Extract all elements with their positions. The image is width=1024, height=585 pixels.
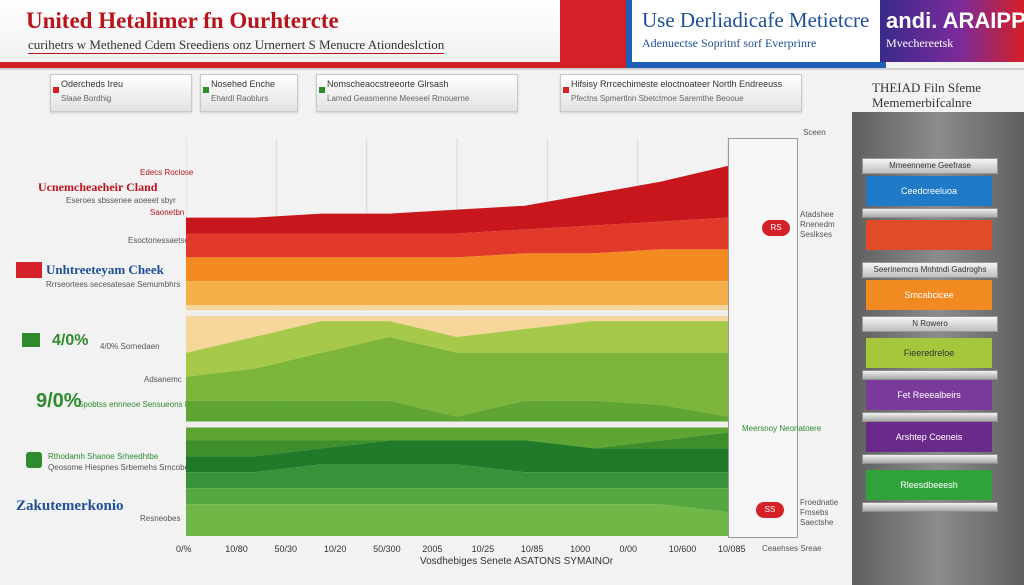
corner-label: Ceaehses Sreae (762, 544, 822, 553)
x-tick-label: 10/085 (718, 544, 746, 554)
left-label: Rthodamh Shanoe Srheedhtbe (48, 452, 159, 461)
stacked-area-chart (186, 138, 728, 536)
left-label: Esoctonessaetsee (128, 236, 194, 245)
tower-block-red[interactable] (866, 220, 992, 250)
page-title: United Hetalimer fn Ourhtercte (26, 8, 339, 33)
page-subtitle: curihetrs w Methened Cdem Sreediens onz … (28, 37, 445, 54)
left-label: Edecs Roclose (140, 168, 194, 177)
area-band (186, 440, 728, 473)
info-chip-title: Nosehed Enche (211, 79, 276, 89)
green-flag-icon (22, 333, 40, 347)
tower-cap: Seerinemcrs Mnhtndi Gadroghs (862, 262, 998, 278)
tower-block-green[interactable]: Rleesdbeeesh (866, 470, 992, 500)
area-band (186, 488, 728, 513)
tower-ring (862, 502, 998, 512)
tower-block-blue[interactable]: Ceedcreeluoa (866, 176, 992, 206)
x-tick-label: 1000 (570, 544, 591, 554)
header-divider (0, 68, 1024, 70)
area-band (186, 432, 728, 457)
highlight-box (728, 138, 798, 538)
header-middle: Use Derliadicafe Metietcre Adenuectse So… (626, 0, 886, 68)
tower-block-lime[interactable]: Fieeredreloe (866, 338, 992, 368)
left-label: Saonetbn (150, 208, 185, 217)
area-band (186, 249, 728, 282)
tower-ring (862, 208, 998, 218)
left-label-heading: Zakutemerkonio (16, 498, 124, 514)
bullet-icon (319, 87, 325, 93)
x-tick-label: 10/80 (225, 544, 248, 554)
x-tick-label: 50/300 (373, 544, 401, 554)
left-label: Rrrseortees secesatesae Semumbhrs (46, 280, 181, 289)
tower-cap: N Rowero (862, 316, 998, 332)
x-tick-label: 0/00 (619, 544, 637, 554)
header-right-title: andi. ARAIPPE (886, 8, 1024, 33)
flag-icon (16, 262, 42, 278)
left-label: Spobtss ennneoe Sensueons Nerhy (78, 400, 207, 409)
x-tick-label: 50/30 (274, 544, 298, 554)
area-band (186, 504, 728, 536)
info-chip-title: Nomscheaocstreeorte Glrsash (327, 79, 449, 89)
value-badge[interactable]: SS (756, 502, 784, 518)
tower-ring (862, 412, 998, 422)
x-axis-title: Vosdhebiges Senete ASATONS SYMAINOr (420, 556, 614, 567)
x-tick-label: 10/25 (471, 544, 495, 554)
info-chip-sub: Slaae Bordhig (61, 94, 112, 103)
side-heading: THEIAD Filn Sfeme Mememerbifcalnre (872, 80, 982, 110)
area-band (186, 217, 728, 258)
info-bar: Odercheds Ireu Slaae Bordhig Nosehed Enc… (0, 72, 850, 114)
info-chip-title: Hifsisy Rrrcechimeste eloctnoateer Nortl… (571, 79, 783, 89)
header-right: andi. ARAIPPE Mvechereetsk (880, 0, 1024, 62)
x-tick-label: 10/600 (668, 544, 697, 554)
info-chip-sub: Ehardl Raoblurs (211, 94, 269, 103)
left-label-heading: Unhtreeteyam Cheek (46, 262, 164, 277)
header-mid-title: Use Derliadicafe Metietcre (642, 8, 870, 32)
area-band (186, 305, 728, 353)
bullet-icon (203, 87, 209, 93)
chart-svg (186, 138, 728, 536)
tower-ring (862, 370, 998, 380)
x-tick-label: 2005 (422, 544, 443, 554)
bullet-icon (53, 87, 59, 93)
left-label: Adsanemc (144, 375, 182, 384)
check-icon (26, 452, 42, 468)
info-chip[interactable]: Nosehed Enche Ehardl Raoblurs (200, 74, 298, 112)
info-chip-title: Odercheds Ireu (61, 79, 124, 89)
tower-ring (862, 454, 998, 464)
tower-cap: Mmeenneme Geefrase (862, 158, 998, 174)
tower-block-purple[interactable]: Fet Reeealbeirs (866, 380, 992, 410)
left-label: Resneobes (140, 514, 181, 523)
info-chip[interactable]: Nomscheaocstreeorte Glrsash Lamed Geasme… (316, 74, 518, 112)
info-chip[interactable]: Hifsisy Rrrcechimeste eloctnoateer Nortl… (560, 74, 802, 112)
left-label-heading: Ucnemcheaeheir Cland (38, 180, 158, 194)
callout-label: Froednatie Fmsebs Saectshe (800, 498, 839, 527)
area-band (186, 281, 728, 306)
callout-label: Meersnoy Neonatoere (742, 424, 822, 433)
header-right-subtitle: Mvechereetsk (886, 36, 954, 50)
info-chip-sub: Pfectns Spmertlnn Sbetctmoe Saremthe Beo… (571, 94, 744, 103)
corner-label: Sceen (803, 128, 826, 137)
x-tick-label: 0/% (176, 544, 192, 554)
left-label: Qeosome Hiespnes Srbemehs Srncobe (48, 463, 189, 472)
x-tick-label: 10/85 (520, 544, 544, 554)
area-band (186, 321, 728, 377)
header-main: United Hetalimer fn Ourhtercte curihetrs… (0, 0, 626, 68)
header-red-band (560, 0, 636, 62)
bullet-icon (563, 87, 569, 93)
left-label: 4/0% Sornedaen (100, 342, 160, 351)
tower-block-violet[interactable]: Arshtep Coeneis (866, 422, 992, 452)
x-tick-label: 10/20 (323, 544, 347, 554)
header-mid-subtitle: Adenuectse Sopritnf sorf Everprinre (642, 36, 817, 50)
info-chip[interactable]: Odercheds Ireu Slaae Bordhig (50, 74, 192, 112)
left-label: Eseroes sbssenee aoeeet sbyr (66, 196, 176, 205)
value-badge[interactable]: RS (762, 220, 790, 236)
info-chip-sub: Lamed Geasmenne Meeseel Rmouerne (327, 94, 470, 103)
area-band (186, 337, 728, 417)
percent-label: 9/0% (36, 390, 82, 412)
area-band (186, 464, 728, 489)
percent-label: 4/0% (52, 332, 89, 349)
area-band (186, 165, 728, 234)
tower-block-orange[interactable]: Smcabcicee (866, 280, 992, 310)
callout-label: Atadshee Rnenedm Seslkses (800, 210, 835, 239)
